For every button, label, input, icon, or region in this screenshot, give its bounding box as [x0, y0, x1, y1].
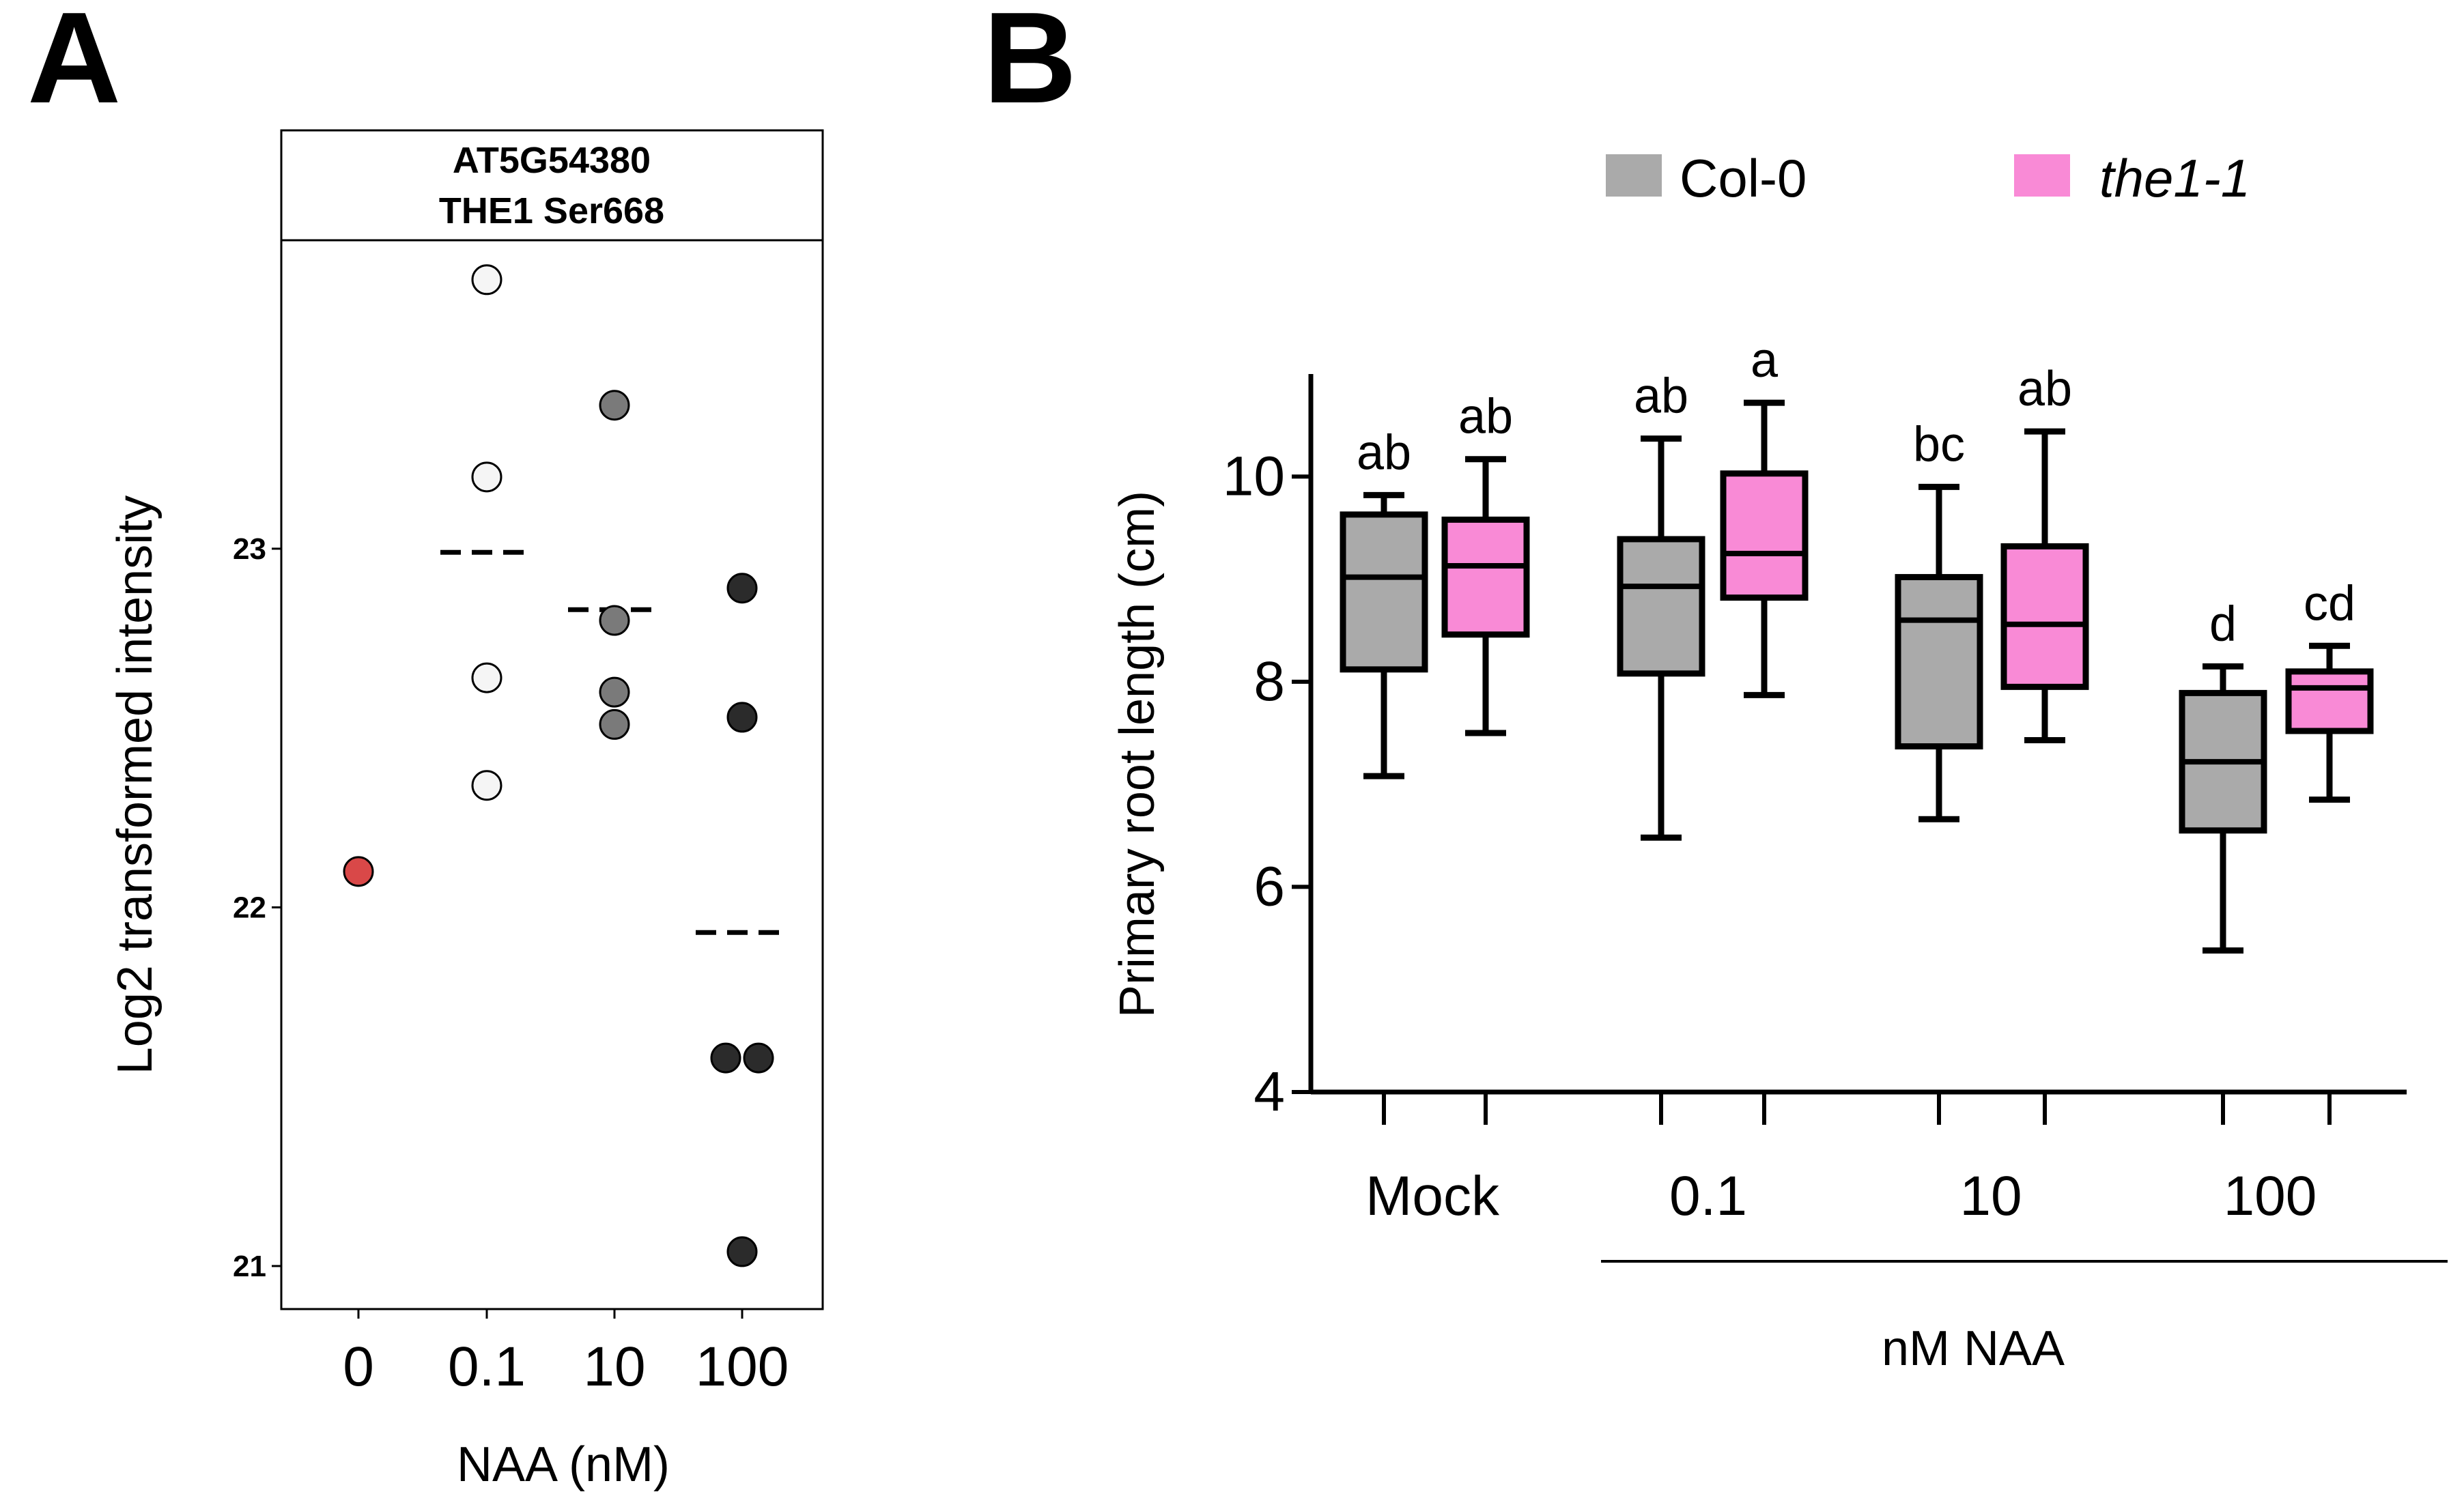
significance-letter: cd — [2304, 576, 2355, 631]
data-point — [343, 856, 374, 887]
legend-swatch-the1 — [2014, 154, 2070, 197]
panel-b-xtick-label: 0.1 — [1669, 1165, 1747, 1227]
panel-a-xlabel: NAA (nM) — [457, 1437, 670, 1492]
legend-label-the1: the1-1 — [2099, 148, 2250, 208]
panel-b-xtick-label: Mock — [1365, 1165, 1500, 1227]
significance-letter: a — [1751, 333, 1779, 388]
data-point — [726, 702, 758, 733]
panel-b-ytick-label: 6 — [1254, 855, 1285, 917]
box — [1720, 470, 1809, 601]
strip-title-line2: THE1 Ser668 — [439, 190, 664, 231]
box — [2285, 668, 2374, 734]
data-point — [726, 573, 758, 604]
significance-letter: ab — [2017, 362, 2072, 416]
panel-b-xlabel: nM NAA — [1882, 1321, 2065, 1376]
panel-b-ytick-label: 10 — [1223, 445, 1285, 507]
significance-letter: ab — [1357, 425, 1411, 480]
panel-a-xtick-label: 100 — [696, 1336, 789, 1398]
panel-label-b: B — [983, 0, 1077, 130]
significance-letter: d — [2209, 597, 2237, 651]
data-point — [726, 1236, 758, 1267]
significance-letter: ab — [1458, 390, 1513, 444]
data-point — [743, 1042, 774, 1074]
panel-a-frame — [280, 129, 824, 1310]
panel-a-ylabel: Log2 transformed intensity — [108, 496, 162, 1074]
data-point — [471, 264, 502, 296]
panel-b-ylabel: Primary root length (cm) — [1110, 491, 1165, 1018]
box — [2000, 543, 2089, 690]
panel-a-ytick-label: 21 — [233, 1250, 266, 1283]
panel-a-xtick-label: 0.1 — [448, 1336, 526, 1398]
box — [1617, 536, 1705, 677]
panel-b-ytick-label: 8 — [1254, 650, 1285, 713]
data-point — [599, 390, 630, 421]
panel-b-xtick-label: 10 — [1959, 1165, 2022, 1227]
strip-title-line1: AT5G54380 — [453, 140, 651, 181]
panel-b-boxplot: Col-0 the1-1 Primary root length (cm) nM… — [1110, 148, 2448, 1376]
panel-a-ytick-label: 23 — [233, 532, 266, 566]
panel-a-ytick-label: 22 — [233, 891, 266, 924]
data-point — [710, 1042, 741, 1074]
significance-letter: ab — [1634, 369, 1688, 424]
panel-a-xtick-label: 0 — [343, 1336, 374, 1398]
panel-a-marks: 21 22 23 0 0.1 10 100 — [233, 264, 789, 1398]
legend-swatch-col0 — [1606, 154, 1662, 197]
box — [1895, 574, 1983, 750]
panel-b-ytick-label: 4 — [1254, 1061, 1285, 1123]
panel-b-xtick-label: 100 — [2224, 1165, 2317, 1227]
significance-letter: bc — [1913, 417, 1965, 472]
panel-a-scatter: AT5G54380 THE1 Ser668 Log2 transformed i… — [108, 129, 824, 1492]
data-point — [471, 461, 502, 493]
data-point — [599, 605, 630, 636]
box — [1441, 516, 1530, 638]
data-point — [471, 770, 502, 801]
data-point — [599, 708, 630, 740]
panel-label-a: A — [27, 0, 121, 130]
panel-a-xtick-label: 10 — [583, 1336, 645, 1398]
legend-label-col0: Col-0 — [1680, 148, 1807, 208]
data-point — [599, 676, 630, 708]
box — [1340, 511, 1428, 673]
data-point — [471, 662, 502, 693]
